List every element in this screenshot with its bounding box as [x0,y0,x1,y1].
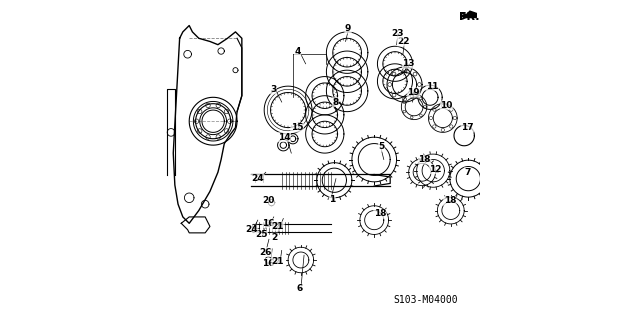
Text: 26: 26 [259,248,271,256]
Text: 25: 25 [255,230,268,239]
Text: 15: 15 [291,123,303,132]
Text: 13: 13 [403,59,415,68]
Text: 17: 17 [461,123,474,132]
Text: 1: 1 [329,195,335,204]
Text: 8: 8 [332,98,339,107]
Text: 20: 20 [262,197,275,205]
Text: 16: 16 [262,219,275,228]
Text: 6: 6 [297,284,303,293]
Text: S103-M04000: S103-M04000 [393,295,458,305]
Text: 23: 23 [391,29,403,38]
Text: 18: 18 [374,209,386,218]
Text: 12: 12 [429,165,442,174]
Text: 3: 3 [270,85,276,94]
Text: 10: 10 [440,101,453,110]
Text: 4: 4 [294,47,301,56]
Text: 5: 5 [378,142,385,151]
Text: 18: 18 [419,155,431,164]
Text: 14: 14 [278,133,291,142]
Text: 24: 24 [245,225,258,234]
Text: 2: 2 [271,233,278,242]
Text: 11: 11 [426,82,438,91]
Text: FR.: FR. [459,12,479,22]
Text: 16: 16 [262,259,275,268]
Text: 21: 21 [271,257,284,266]
Text: 22: 22 [397,37,410,46]
Polygon shape [463,11,476,18]
Text: 21: 21 [271,222,284,231]
Text: 18: 18 [444,197,456,205]
Text: 24: 24 [252,174,264,183]
Text: 7: 7 [464,168,470,177]
Text: 9: 9 [345,24,351,33]
Text: 19: 19 [407,88,420,97]
